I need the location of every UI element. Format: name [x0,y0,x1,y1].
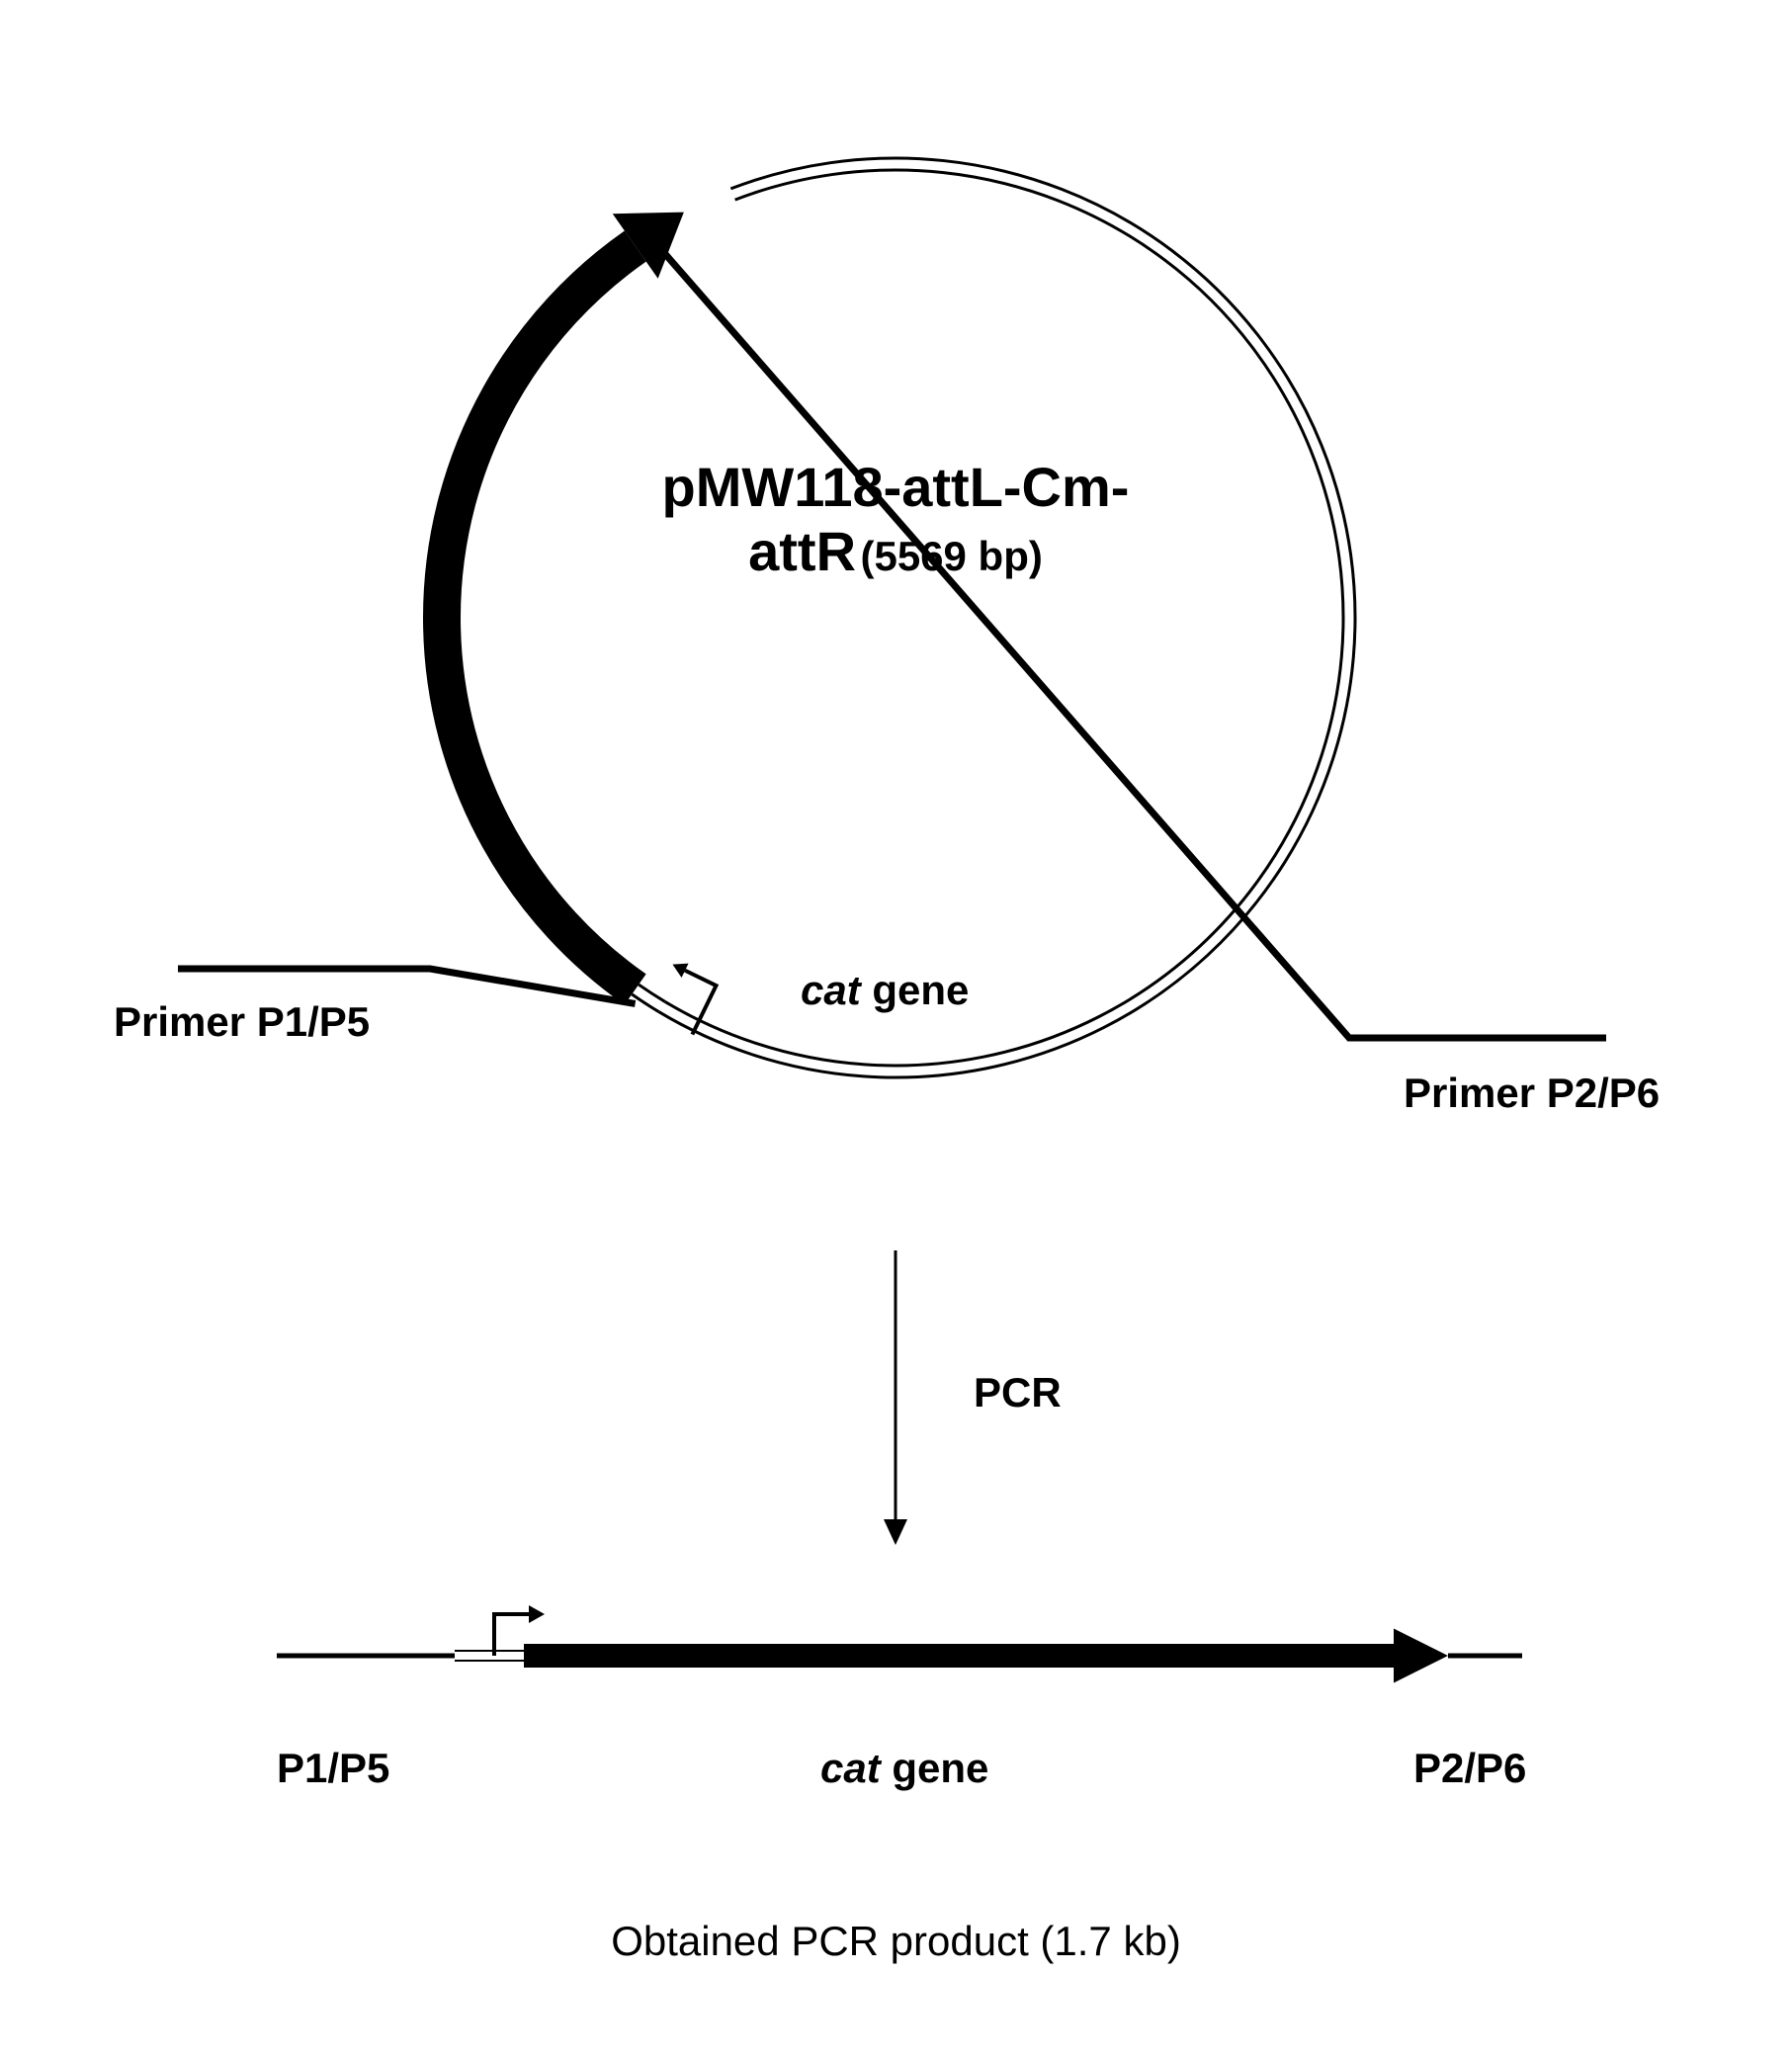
linear-left-label: P1/P5 [277,1745,389,1792]
primer-left-label: Primer P1/P5 [114,998,370,1046]
pcr-label: PCR [974,1369,1062,1416]
cat-gene-italic: cat [801,967,861,1013]
linear-right-label: P2/P6 [1413,1745,1526,1792]
primer-right-label: Primer P2/P6 [1404,1070,1660,1117]
plasmid-name: pMW118-attL-Cm- attR (5569 bp) [500,455,1291,583]
cat-gene-plasmid-label: cat gene [801,967,969,1014]
linear-cat-italic: cat [820,1745,881,1791]
plasmid-name-line1: pMW118-attL-Cm- [662,456,1130,518]
cat-gene-suffix: gene [861,967,970,1013]
linear-cat-suffix: gene [881,1745,989,1791]
plasmid-size: (5569 bp) [860,533,1042,579]
plasmid-pcr-diagram: pMW118-attL-Cm- attR (5569 bp) cat gene … [0,0,1792,2059]
plasmid-name-line2: attR [748,520,856,582]
diagram-caption: Obtained PCR product (1.7 kb) [0,1918,1792,1965]
linear-cat-label: cat gene [820,1745,988,1792]
